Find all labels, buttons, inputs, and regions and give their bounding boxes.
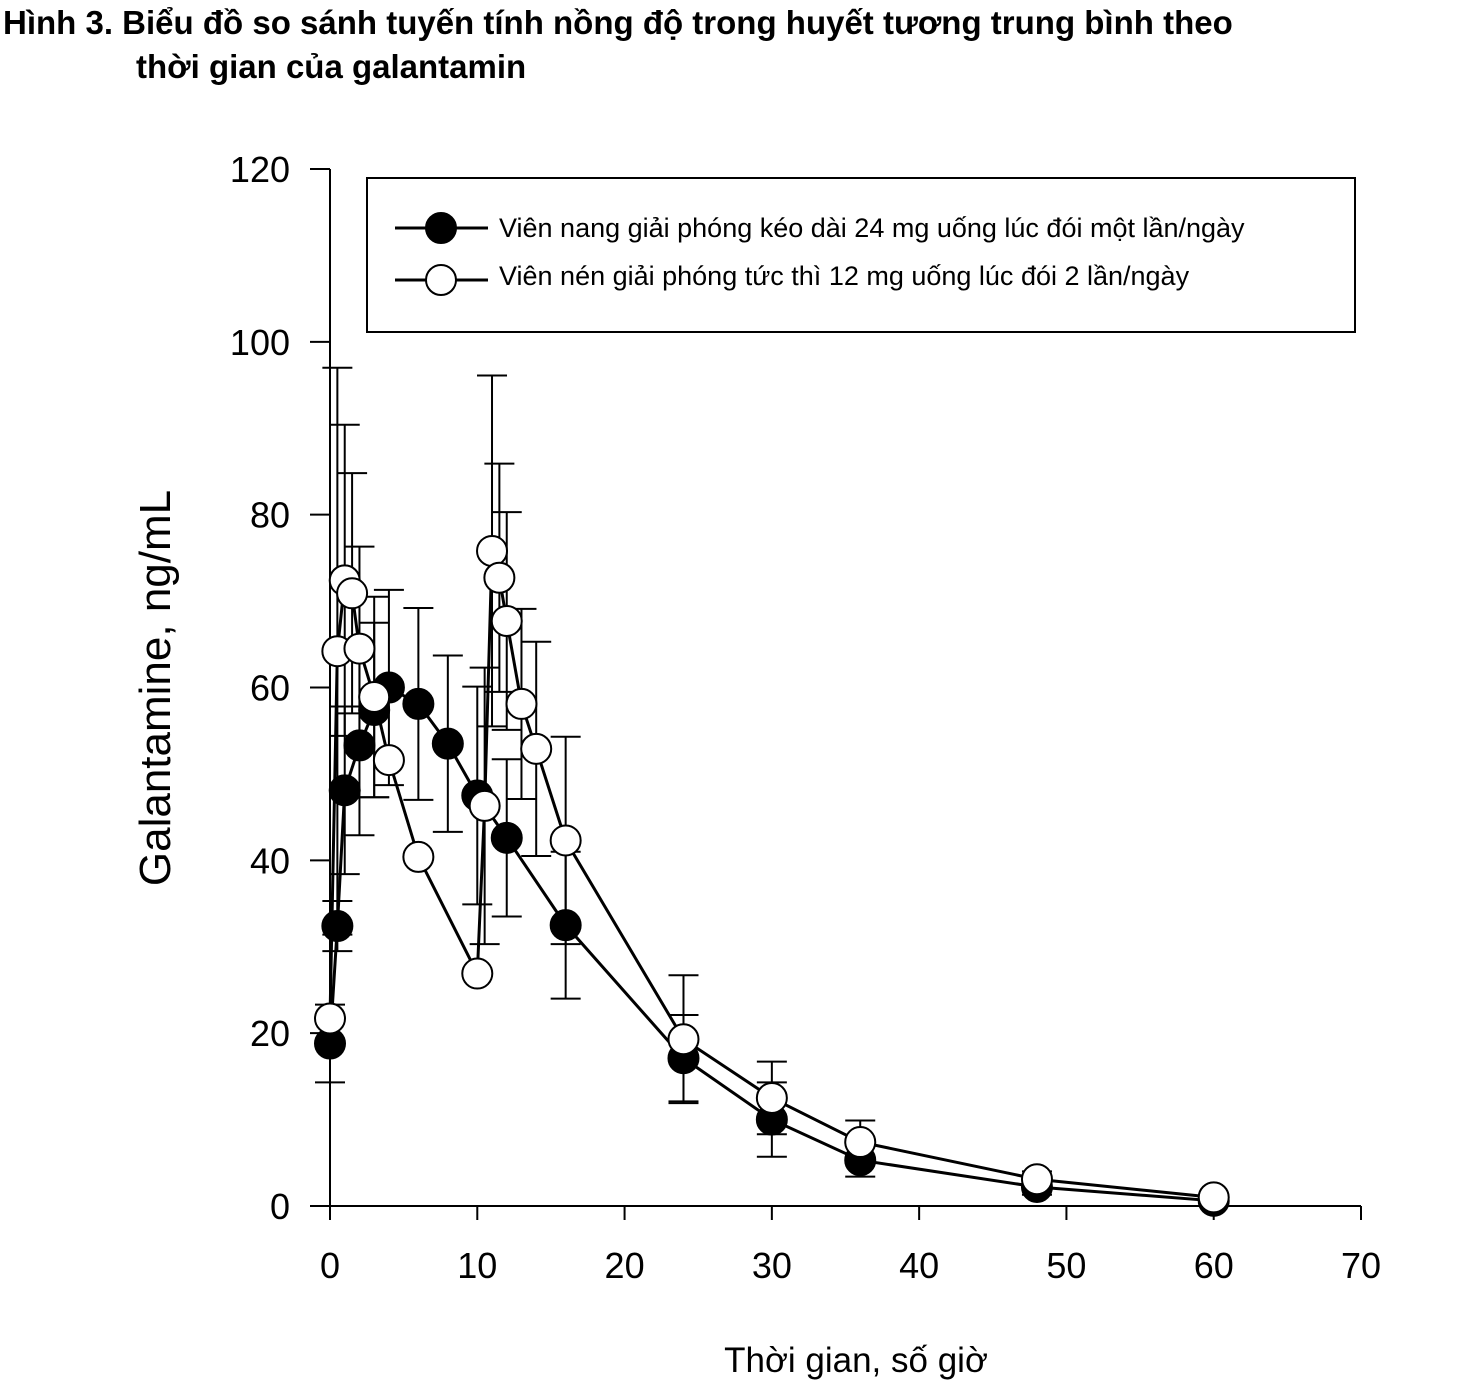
series-line-1 <box>328 685 1214 1203</box>
legend-label-series-2: Viên nén giải phóng tức thì 12 mg uống l… <box>499 261 1190 291</box>
data-point-series-2 <box>505 687 538 720</box>
data-point-series-1 <box>402 687 435 720</box>
x-tick-label: 0 <box>320 1245 340 1286</box>
axes: 0 10 20 30 40 50 60 70 0 20 40 60 80 100 120 <box>230 149 1381 1286</box>
data-point-series-2 <box>1197 1181 1230 1214</box>
x-axis-label: Thời gian, số giờ <box>724 1341 988 1380</box>
data-point-series-2 <box>372 744 405 777</box>
caption-line-1: Hình 3. Biểu đồ so sánh tuyến tính nồng … <box>3 4 1233 41</box>
series-markers <box>314 534 1230 1217</box>
data-point-series-1 <box>549 909 582 942</box>
y-tick-label: 100 <box>230 322 290 363</box>
legend-marker-filled <box>425 212 457 244</box>
x-tick-label: 10 <box>457 1245 497 1286</box>
data-point-series-1 <box>343 729 376 762</box>
data-point-series-1 <box>431 727 464 760</box>
data-point-series-2 <box>314 1002 346 1035</box>
y-tick-label: 120 <box>230 149 290 190</box>
y-tick-label: 80 <box>250 495 290 536</box>
data-point-series-2 <box>468 789 501 822</box>
data-point-series-2 <box>402 840 435 873</box>
y-axis-label: Galantamine, ng/mL <box>131 490 180 886</box>
data-point-series-1 <box>328 774 361 807</box>
data-point-series-2 <box>1020 1163 1053 1196</box>
legend: Viên nang giải phóng kéo dài 24 mg uống … <box>366 177 1356 333</box>
data-point-series-2 <box>336 577 369 610</box>
x-tick-label: 50 <box>1046 1245 1086 1286</box>
data-point-series-2 <box>461 957 494 990</box>
x-tick-label: 20 <box>605 1245 645 1286</box>
data-point-series-2 <box>358 681 391 714</box>
x-tick-label: 60 <box>1194 1245 1234 1286</box>
data-point-series-2 <box>343 632 376 665</box>
legend-box <box>366 177 1356 333</box>
y-tick-label: 20 <box>250 1013 290 1054</box>
data-point-series-2 <box>476 534 509 567</box>
x-tick-label: 40 <box>899 1245 939 1286</box>
data-point-series-1 <box>321 910 354 943</box>
y-tick-label: 0 <box>270 1186 290 1227</box>
data-point-series-2 <box>549 824 582 857</box>
data-point-series-2 <box>755 1081 788 1114</box>
data-point-series-2 <box>483 561 516 594</box>
error-bars <box>315 366 1229 1205</box>
legend-label-series-1: Viên nang giải phóng kéo dài 24 mg uống … <box>499 213 1245 243</box>
data-point-series-1 <box>490 821 523 854</box>
data-point-series-2 <box>844 1126 877 1159</box>
data-point-series-2 <box>490 604 523 637</box>
x-tick-label: 30 <box>752 1245 792 1286</box>
legend-marker-open <box>425 264 457 296</box>
data-point-series-2 <box>520 732 553 765</box>
data-point-series-2 <box>667 1023 700 1056</box>
y-tick-label: 40 <box>250 840 290 881</box>
x-tick-label: 70 <box>1341 1245 1381 1286</box>
caption-line-2: thời gian của galantamin <box>136 48 527 85</box>
y-tick-label: 60 <box>250 668 290 709</box>
